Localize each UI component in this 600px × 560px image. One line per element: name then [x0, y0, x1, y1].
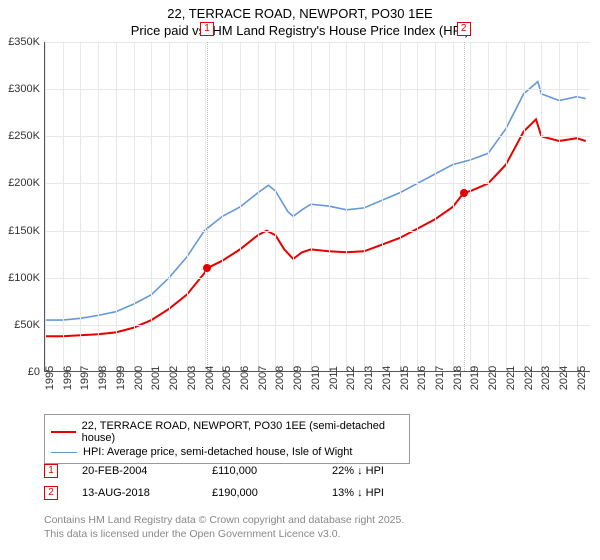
y-gridline [45, 183, 590, 184]
y-tick-label: £50K [0, 319, 44, 331]
sale-vline [207, 42, 208, 371]
series-hpi [45, 82, 586, 321]
title-subtitle: Price paid vs. HM Land Registry's House … [0, 23, 600, 38]
x-gridline [205, 42, 206, 371]
x-gridline [417, 42, 418, 371]
page: 22, TERRACE ROAD, NEWPORT, PO30 1EE Pric… [0, 0, 600, 560]
x-gridline [453, 42, 454, 371]
sales-delta: 22% ↓ HPI [332, 465, 452, 477]
y-gridline [45, 42, 590, 43]
y-tick-label: £350K [0, 36, 44, 48]
x-gridline [488, 42, 489, 371]
x-gridline [134, 42, 135, 371]
y-tick-label: £200K [0, 177, 44, 189]
legend-label: 22, TERRACE ROAD, NEWPORT, PO30 1EE (sem… [82, 420, 403, 444]
legend-row: HPI: Average price, semi-detached house,… [51, 445, 403, 459]
chart: £0£50K£100K£150K£200K£250K£300K£350K 12 … [0, 42, 600, 402]
x-gridline [577, 42, 578, 371]
sales-date: 13-AUG-2018 [82, 487, 212, 499]
x-gridline [151, 42, 152, 371]
sales-price: £190,000 [212, 487, 332, 499]
legend-swatch [51, 431, 76, 433]
sales-row: 1 20-FEB-2004£110,00022% ↓ HPI [44, 460, 584, 482]
sales-date: 20-FEB-2004 [82, 465, 212, 477]
y-gridline [45, 231, 590, 232]
x-gridline [329, 42, 330, 371]
sales-price: £110,000 [212, 465, 332, 477]
x-gridline [506, 42, 507, 371]
x-tick-label: 2025 [576, 366, 600, 390]
y-tick-label: £250K [0, 130, 44, 142]
y-tick-label: £0 [0, 366, 44, 378]
y-tick-label: £300K [0, 83, 44, 95]
x-gridline [116, 42, 117, 371]
x-gridline [187, 42, 188, 371]
x-gridline [346, 42, 347, 371]
x-gridline [98, 42, 99, 371]
x-gridline [541, 42, 542, 371]
x-gridline [293, 42, 294, 371]
x-gridline [400, 42, 401, 371]
sales-table: 1 20-FEB-2004£110,00022% ↓ HPI 2 13-AUG-201… [44, 460, 584, 504]
x-gridline [222, 42, 223, 371]
footer-line2: This data is licensed under the Open Gov… [44, 528, 404, 542]
legend-label: HPI: Average price, semi-detached house,… [83, 446, 352, 458]
sale-vline [464, 42, 465, 371]
sale-marker-box: 1 [200, 22, 214, 36]
x-gridline [470, 42, 471, 371]
sale-dot [203, 264, 211, 272]
y-gridline [45, 278, 590, 279]
x-gridline [435, 42, 436, 371]
sale-dot [460, 189, 468, 197]
y-tick-label: £100K [0, 272, 44, 284]
x-gridline [80, 42, 81, 371]
x-gridline [311, 42, 312, 371]
sale-marker-box: 2 [457, 22, 471, 36]
plot-area: 12 [44, 42, 590, 372]
sales-marker: 1 [44, 464, 58, 478]
x-gridline [382, 42, 383, 371]
x-gridline [63, 42, 64, 371]
y-gridline [45, 89, 590, 90]
x-gridline [275, 42, 276, 371]
sales-marker: 2 [44, 486, 58, 500]
series-price_paid [45, 119, 586, 336]
footer-attribution: Contains HM Land Registry data © Crown c… [44, 514, 404, 541]
legend: 22, TERRACE ROAD, NEWPORT, PO30 1EE (sem… [44, 414, 410, 464]
x-gridline [169, 42, 170, 371]
y-gridline [45, 136, 590, 137]
sales-delta: 13% ↓ HPI [332, 487, 452, 499]
sales-row: 2 13-AUG-2018£190,00013% ↓ HPI [44, 482, 584, 504]
footer-line1: Contains HM Land Registry data © Crown c… [44, 514, 404, 528]
x-gridline [45, 42, 46, 371]
x-gridline [258, 42, 259, 371]
x-gridline [240, 42, 241, 371]
y-tick-label: £150K [0, 225, 44, 237]
x-gridline [524, 42, 525, 371]
legend-row: 22, TERRACE ROAD, NEWPORT, PO30 1EE (sem… [51, 419, 403, 445]
legend-swatch [51, 452, 77, 453]
title-block: 22, TERRACE ROAD, NEWPORT, PO30 1EE Pric… [0, 0, 600, 38]
x-gridline [559, 42, 560, 371]
line-series [45, 42, 591, 372]
title-address: 22, TERRACE ROAD, NEWPORT, PO30 1EE [0, 6, 600, 21]
x-gridline [364, 42, 365, 371]
y-gridline [45, 325, 590, 326]
